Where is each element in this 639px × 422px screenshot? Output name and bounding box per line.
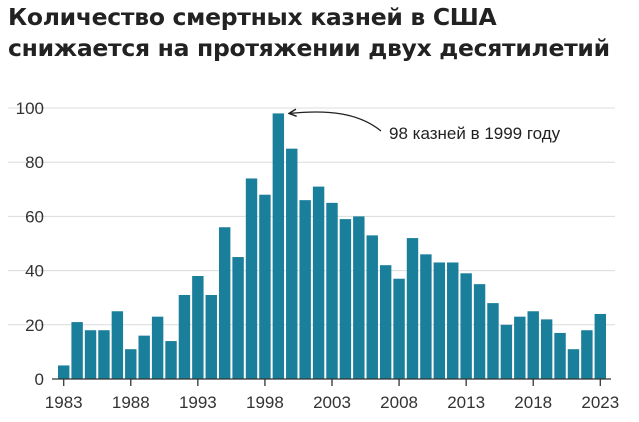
bar (581, 330, 593, 379)
chart-title: Количество смертных казней в США снижает… (8, 2, 633, 64)
bar (232, 257, 244, 379)
bar (353, 216, 365, 379)
bar (366, 235, 378, 379)
x-tick-label: 2003 (313, 393, 351, 412)
bar (272, 113, 285, 380)
gridlines (8, 107, 615, 326)
y-tick-label: 60 (25, 207, 44, 226)
y-axis: 0 20 40 60 80 100 (16, 99, 44, 389)
x-axis: 1983 1988 1993 1998 2003 2008 2013 2018 2023 (45, 378, 619, 412)
bar (514, 316, 526, 379)
bar (138, 335, 150, 379)
x-tick-label: 1993 (179, 393, 217, 412)
bar (312, 186, 325, 379)
x-tick-label: 1983 (45, 393, 83, 412)
bar (326, 202, 338, 379)
annotation-arrow (289, 112, 382, 132)
chart-title-line-2: снижается на протяжении двух десятилетий (8, 34, 610, 62)
y-tick-label: 20 (25, 316, 44, 335)
bar (406, 238, 419, 379)
y-tick-label: 40 (25, 262, 44, 281)
bar (245, 178, 258, 379)
bar (151, 316, 164, 379)
bar (286, 148, 298, 379)
bar (125, 349, 137, 379)
bar (205, 294, 217, 379)
x-tick-label: 2008 (380, 393, 418, 412)
y-tick-label: 100 (16, 99, 44, 118)
bar (299, 200, 311, 379)
bar (71, 322, 83, 379)
annotation: 98 казней в 1999 году (289, 112, 561, 143)
bar (218, 227, 231, 379)
bar (594, 313, 606, 379)
bar (460, 273, 472, 379)
x-tick-label: 1998 (246, 393, 284, 412)
bar (339, 219, 352, 379)
bar (165, 341, 177, 379)
bar (554, 332, 566, 379)
bar (98, 330, 110, 379)
bar (433, 262, 446, 379)
bar (84, 330, 97, 379)
bar (379, 265, 392, 379)
bar (527, 311, 539, 379)
bar (500, 324, 513, 379)
bar (111, 311, 124, 379)
bar (420, 254, 432, 379)
bar (58, 365, 70, 379)
bar (487, 303, 499, 379)
bar (259, 194, 271, 379)
bars (58, 113, 606, 380)
chart-title-line-1: Количество смертных казней в США (8, 3, 497, 31)
annotation-label: 98 казней в 1999 году (389, 124, 561, 143)
bar (540, 319, 553, 379)
bar (192, 276, 204, 379)
x-tick-label: 1988 (112, 393, 150, 412)
y-tick-label: 80 (25, 153, 44, 172)
bar (567, 349, 580, 379)
y-tick-label: 0 (35, 370, 44, 389)
bar (473, 284, 486, 379)
bar (447, 262, 459, 379)
x-tick-label: 2023 (581, 393, 619, 412)
bar (393, 278, 405, 379)
x-tick-label: 2018 (514, 393, 552, 412)
x-tick-label: 2013 (447, 393, 485, 412)
bar (178, 294, 191, 379)
